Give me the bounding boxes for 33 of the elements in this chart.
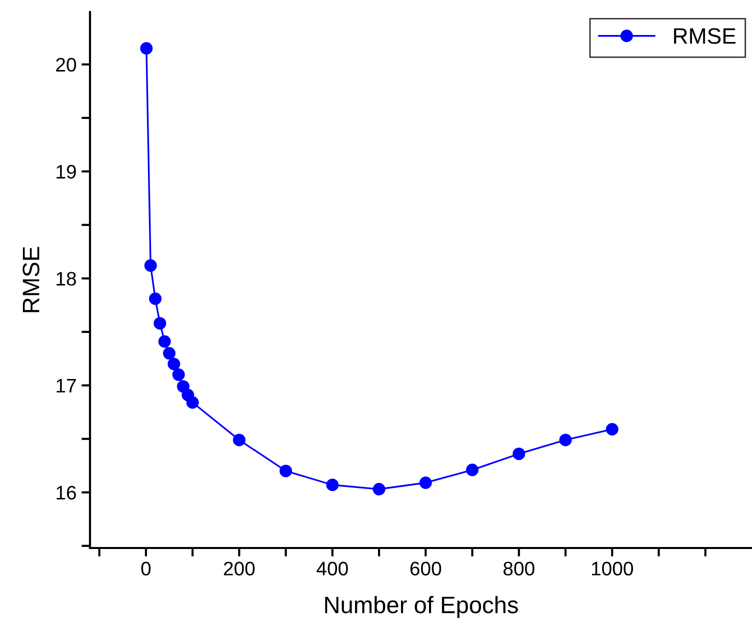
- legend-label: RMSE: [674, 28, 736, 44]
- point: [163, 347, 176, 360]
- point: [186, 396, 199, 409]
- x-tick-label: 200: [224, 562, 255, 576]
- point: [140, 42, 153, 55]
- point: [606, 422, 618, 436]
- x-tick-label: 1000: [592, 562, 634, 576]
- point: [168, 358, 180, 370]
- x-tick-label: 0: [141, 562, 151, 576]
- y-tick-label: 17: [56, 379, 76, 392]
- point: [512, 448, 526, 460]
- point: [466, 464, 479, 476]
- y-tick-label: 19: [56, 164, 76, 179]
- x-tick-label: 400: [316, 562, 348, 576]
- point: [149, 292, 162, 305]
- point: [232, 434, 246, 446]
- x-axis-title: Number of Epochs: [325, 596, 518, 618]
- point: [559, 434, 572, 446]
- point: [158, 335, 171, 348]
- y-tick-label: 18: [56, 272, 76, 286]
- x-tick-label: 800: [504, 562, 534, 576]
- y-tick-label: 20: [56, 58, 76, 72]
- point: [372, 482, 386, 496]
- point: [419, 476, 432, 489]
- point: [176, 380, 190, 393]
- point: [172, 368, 185, 381]
- point: [280, 464, 292, 478]
- point: [326, 478, 339, 492]
- point: [144, 259, 157, 272]
- x-tick-label: 600: [410, 562, 442, 576]
- point: [154, 317, 166, 330]
- y-axis-title: RMSE: [22, 246, 40, 312]
- y-tick-label: 16: [56, 486, 76, 500]
